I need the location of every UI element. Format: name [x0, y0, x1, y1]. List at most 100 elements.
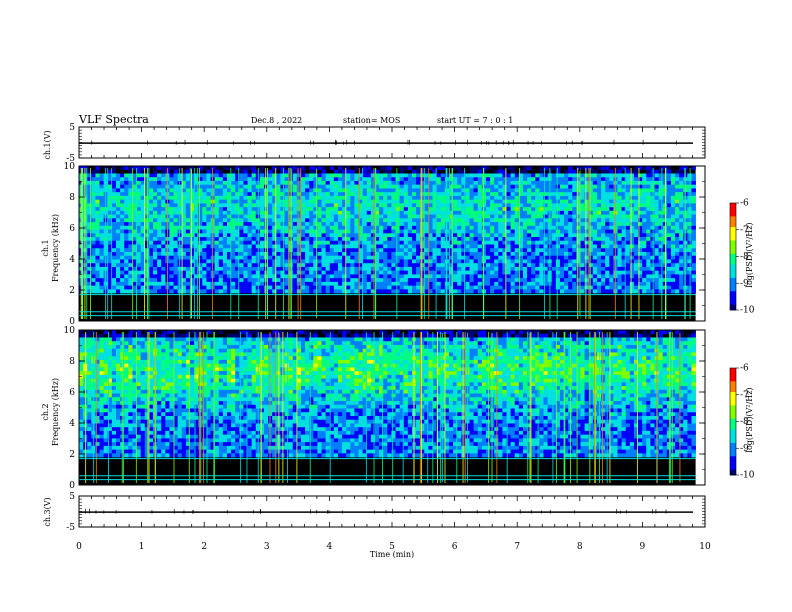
ch1-spectrogram-cell [416, 173, 421, 178]
ch1-spectrogram-cell [506, 240, 511, 245]
ch1-spectrogram-cell [120, 222, 125, 227]
ch1-spectrogram-cell [272, 278, 277, 283]
ch1-spectrogram-cell [379, 207, 384, 212]
ch1-spectrogram-cell [502, 281, 507, 286]
ch1-spectrogram-cell [572, 281, 577, 286]
ch1-spectrogram-cell [527, 210, 532, 215]
ch1-spectrogram-cell [555, 270, 561, 275]
ch1-spectrogram-cell [638, 274, 643, 279]
ch1-spectrogram-cell [646, 255, 651, 260]
ch1-spectrogram-cell [658, 173, 664, 178]
ch1-spectrogram-cell [629, 285, 635, 290]
ch1-spectrogram-cell [506, 278, 511, 283]
ch1-spectrogram-cell [485, 251, 491, 257]
ch1-spectrogram-cell [222, 210, 228, 215]
ch1-spectrogram-cell [387, 233, 392, 238]
ch1-spectrogram-cell [111, 259, 117, 264]
ch1-spectrogram-cell [317, 240, 322, 245]
ch1-spectrogram-cell [502, 207, 507, 212]
ch1-spectrogram-cell [642, 266, 647, 271]
ch1-spectrogram-cell [432, 263, 437, 268]
ch1-spectrogram-cell [629, 203, 635, 208]
ch1-spectrogram-cell [329, 240, 335, 245]
ch1-spectrogram-cell [107, 207, 113, 212]
ch1-spectrogram-cell [251, 263, 257, 268]
ch1-spectrogram-cell [247, 184, 252, 189]
ch1-spectrogram-cell [568, 218, 573, 223]
ch1-spectrogram-cell [91, 229, 96, 234]
ch1-spectrogram-cell [498, 166, 503, 171]
ch1-spectrogram-cell [268, 251, 273, 257]
ch1-spectrogram-cell [592, 244, 598, 249]
ch1-spectrogram-cell [436, 274, 442, 279]
ch1-spectrogram-cell [263, 184, 269, 189]
ch1-spectrogram-cell [461, 248, 466, 253]
ch1-spectrogram-cell [107, 225, 113, 230]
ch1-spectrogram-cell [448, 222, 454, 227]
ch1-spectrogram-cell [313, 263, 318, 268]
ch1-spectrogram-cell [268, 278, 273, 283]
ch1-spectrogram-cell [214, 222, 220, 227]
ch1-spectrogram-cell [617, 244, 622, 249]
ch1-spectrogram-cell [226, 281, 232, 286]
ch1-spectrogram-cell [658, 169, 664, 174]
ch1-spectrogram-cell [469, 281, 474, 286]
ch1-spectrogram-cell [559, 184, 565, 189]
ch1-spectrogram-cell [263, 218, 269, 223]
ch1-spectrogram-cell [358, 274, 363, 279]
ch1-spectrogram-cell [387, 222, 392, 227]
ch1-spectrogram-cell [527, 188, 532, 193]
ch1-spectrogram-cell [288, 188, 294, 193]
ch1-spectrogram-cell [366, 177, 372, 182]
ch1-spectrogram-cell [588, 207, 594, 212]
ch1-spectrogram-cell [136, 203, 141, 208]
ch1-spectrogram-cell [477, 169, 483, 174]
ch1-spectrogram-cell [194, 251, 199, 257]
ch1-spectrogram-cell [473, 222, 479, 227]
ch1-spectrogram-cell [251, 210, 257, 215]
ch1-spectrogram-cell [498, 195, 503, 200]
ch1-spectrogram-cell [202, 248, 207, 253]
ch1-spectrogram-cell [91, 263, 96, 268]
ch1-spectrogram-cell [325, 274, 331, 279]
ch1-spectrogram-cell [469, 192, 474, 197]
ch1-spectrogram-cell [485, 274, 491, 279]
ch1-spectrogram-cell [485, 210, 491, 215]
ch1-spectrogram-cell [276, 214, 281, 219]
ch1-spectrogram-cell [313, 222, 318, 227]
ch1-spectrogram-cell [522, 188, 528, 193]
ch1-spectrogram-cell [510, 214, 516, 219]
ch1-spectrogram-cell [152, 177, 158, 182]
ch1-spectrogram-cell [399, 248, 405, 253]
ch1-spectrogram-cell [313, 281, 318, 286]
ch1-spectrogram-cell [588, 199, 594, 204]
ch1-spectrogram-cell [136, 281, 141, 286]
ch1-spectrogram-cell [403, 281, 409, 286]
ch1-spectrogram-cell [202, 188, 207, 193]
ch1-spectrogram-cell [428, 166, 433, 171]
ch1-spectrogram-cell [132, 278, 137, 283]
ch1-spectrogram-cell [152, 169, 158, 174]
ch1-spectrogram-cell [629, 251, 635, 257]
ch1-spectrogram-cell [395, 248, 400, 253]
ch1-spectrogram-cell [650, 259, 655, 264]
ch1-spectrogram-cell [120, 218, 125, 223]
ch1-spectrogram-cell [485, 266, 491, 271]
ch1-spectrogram-cell [379, 259, 384, 264]
ch1-spectrogram-cell [584, 207, 590, 212]
ch1-spectrogram-cell [625, 195, 631, 200]
ch1-spectrogram-cell [465, 263, 470, 268]
ch1-spectrogram-cell [111, 278, 117, 283]
ch1-spectrogram-cell [337, 244, 343, 249]
ch1-spectrogram-cell [502, 169, 507, 174]
ch1-spectrogram-cell [288, 199, 294, 204]
ch1-spectrogram-cell [120, 274, 125, 279]
ch1-spectrogram-cell [284, 225, 289, 230]
ch1-spectrogram-cell [642, 214, 647, 219]
ch1-spectrogram-cell [662, 173, 668, 178]
ch1-spectrogram-cell [485, 192, 491, 197]
ch1-spectrogram-cell [399, 210, 405, 215]
ch1-spectrogram-cell [642, 248, 647, 253]
ch1-spectrogram-cell [494, 263, 499, 268]
ch1-spectrogram-cell [284, 222, 289, 227]
